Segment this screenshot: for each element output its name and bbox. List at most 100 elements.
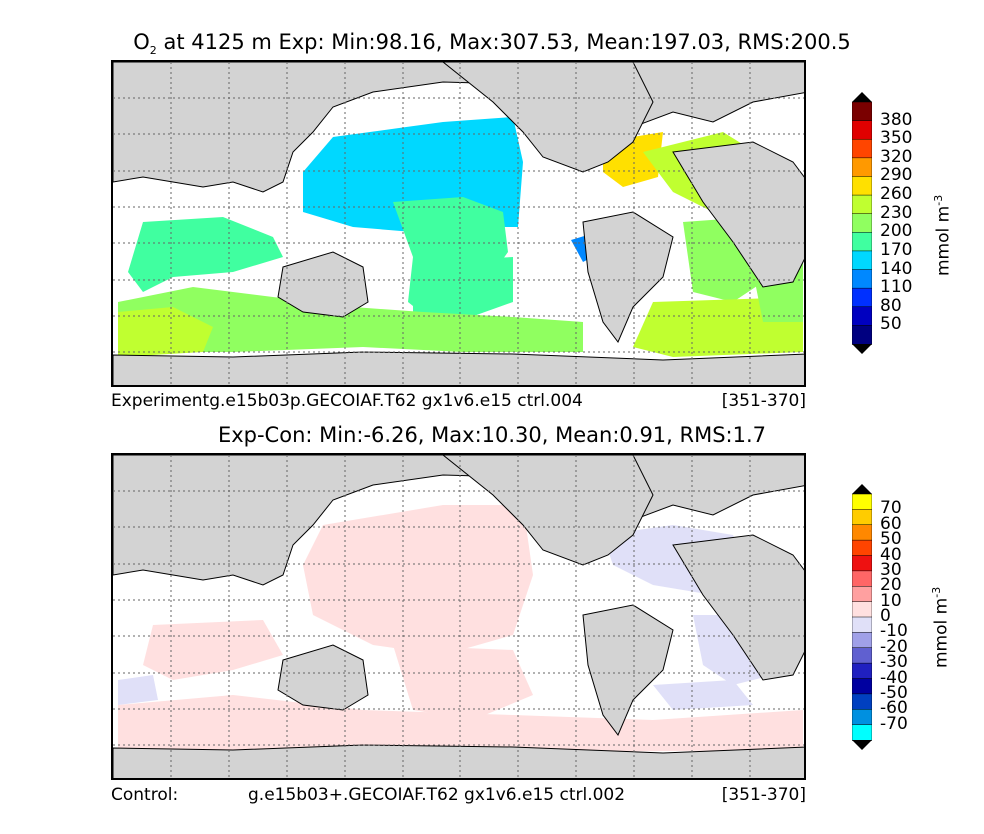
bottom-colorbar-tick-label: -50 [880,682,908,703]
top-ocean-south-atlantic [633,297,803,357]
top-colorbar-tick-label: 110 [880,277,913,298]
bottom-colorbar-tick-label: 60 [880,513,902,534]
bottom-colorbar-tick-label: -70 [880,713,908,734]
bottom-colorbar-tick-label: 50 [880,529,902,550]
top-colorbar-segment [851,138,873,159]
top-land-south-america [582,211,674,343]
top-colorbar-tick-label: 350 [880,128,913,149]
top-units-text: mmol m [933,205,954,276]
bottom-colorbar-tick-label: 40 [880,544,902,565]
bottom-colorbar-segment [851,493,873,511]
bottom-ocean-pacific-pink [303,505,533,655]
top-title-prefix: O [133,30,150,54]
top-colorbar-min-arrow [852,344,872,354]
top-ocean-southwest [118,307,213,357]
bottom-colorbar-segment [851,709,873,726]
top-colorbar-segment [851,176,873,196]
top-colorbar-segment [851,213,873,234]
bottom-ocean-southern-blue [653,680,753,710]
bottom-colorbar-segment [851,509,873,526]
bottom-caption-run: g.e15b03+.GECOIAF.T62 gx1v6.e15 ctrl.002 [248,785,626,805]
bottom-colorbar-min-arrow [852,740,872,750]
bottom-colorbar-max-arrow [852,484,872,494]
bottom-colorbar-segment [851,524,873,541]
top-colorbar-segment [851,325,873,345]
top-colorbar-tick-label: 290 [880,165,913,186]
top-ocean-pacific-south [413,257,513,327]
top-land-antarctica [113,351,804,385]
top-colorbar-tick-label: 380 [880,109,913,130]
top-colorbar-segment [851,232,873,252]
bottom-colorbar-tick-label: -10 [880,621,908,642]
top-colorbar [851,92,873,354]
bottom-colorbar-units: mmol m-3 [930,587,952,668]
top-caption: Experimentg.e15b03p.GECOIAF.T62 gx1v6.e1… [111,391,806,411]
bottom-colorbar-segment [851,632,873,649]
bottom-land-africa [672,534,804,681]
bottom-colorbar-svg [851,484,873,750]
bottom-colorbar-tick-label: 0 [880,606,891,626]
top-colorbar-tick-label: 50 [880,314,902,335]
top-map [111,60,806,387]
bottom-colorbar-segment [851,539,873,557]
bottom-land-north-america [442,455,654,566]
bottom-colorbar-tick-label: -40 [880,667,908,688]
top-land-africa [672,141,804,288]
top-colorbar-units: mmol m-3 [932,195,954,276]
top-colorbar-tick-label: 170 [880,239,913,260]
top-colorbar-svg [851,92,873,354]
top-title-subscript: 2 [149,44,157,58]
top-colorbar-segment [851,120,873,140]
bottom-units-text: mmol m [931,597,952,668]
bottom-land-australia [277,644,369,711]
top-colorbar-segment [851,287,873,308]
bottom-colorbar-segment [851,570,873,587]
bottom-colorbar-segment [851,616,873,634]
bottom-colorbar-tick-label: -20 [880,636,908,657]
bottom-colorbar-segment [851,662,873,680]
bottom-land-antarctica [113,744,804,778]
bottom-colorbar-segment [851,693,873,710]
top-ocean-south [118,287,583,352]
top-title-text: at 4125 m Exp: Min:98.16, Max:307.53, Me… [156,30,851,54]
bottom-colorbar-segment [851,555,873,572]
bottom-colorbar-tick-label: 30 [880,559,902,580]
bottom-map [111,453,806,780]
bottom-caption: Control: g.e15b03+.GECOIAF.T62 gx1v6.e15… [111,785,806,805]
bottom-graticule [113,455,804,778]
top-colorbar-tick-label: 200 [880,221,913,242]
top-colorbar-segment [851,250,873,271]
top-colorbar-tick-label: 260 [880,184,913,205]
bottom-colorbar-segment [851,678,873,695]
top-colorbar-segment [851,157,873,178]
top-colorbar-segment [851,306,873,327]
bottom-map-canvas [113,455,804,778]
top-colorbar-tick-label: 230 [880,202,913,223]
bottom-colorbar-segment [851,647,873,664]
bottom-colorbar-segment [851,601,873,618]
bottom-map-title: Exp-Con: Min:-6.26, Max:10.30, Mean:0.91… [217,423,767,447]
bottom-ocean-pacific-south-pink [393,645,533,720]
bottom-colorbar-segment [851,586,873,603]
top-colorbar-segment [851,269,873,289]
top-colorbar-max-arrow [852,92,872,102]
top-caption-years: [351-370] [721,391,806,411]
bottom-ocean-west-blue [118,675,158,705]
top-graticule [113,62,804,385]
top-colorbar-segment [851,194,873,215]
bottom-land-south-america [582,604,674,736]
top-caption-run: Experimentg.e15b03p.GECOIAF.T62 gx1v6.e1… [111,391,583,411]
bottom-colorbar-tick-label: 20 [880,575,902,596]
top-colorbar-segment [851,101,873,122]
bottom-caption-label: Control: [111,785,179,805]
bottom-colorbar-tick-label: -30 [880,652,908,673]
bottom-colorbar-segment [851,724,873,741]
top-map-canvas [113,62,804,385]
bottom-units-sup: -3 [930,586,943,598]
top-colorbar-tick-label: 140 [880,258,913,279]
top-ocean-indian [128,217,283,292]
top-colorbar-tick-label: 80 [880,295,902,316]
top-units-sup: -3 [932,194,945,206]
bottom-ocean-indian-pink [143,620,283,680]
top-colorbar-tick-label: 320 [880,146,913,167]
